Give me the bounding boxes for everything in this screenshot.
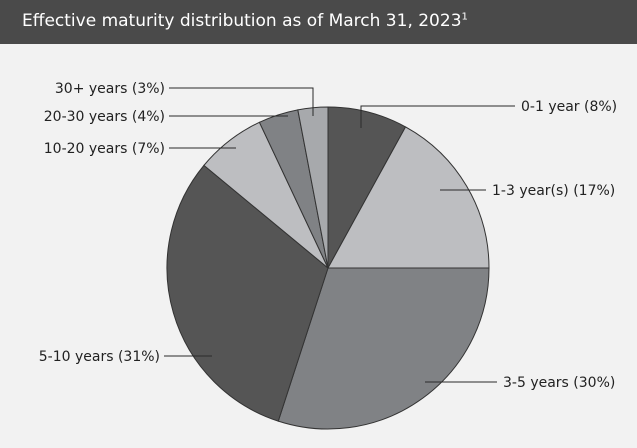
slice-label: 5-10 years (31%) [39, 349, 160, 365]
slice-label: 0-1 year (8%) [521, 99, 617, 115]
slice-label: 30+ years (3%) [55, 81, 165, 97]
slice-label: 1-3 year(s) (17%) [492, 183, 615, 199]
slice-label: 20-30 years (4%) [44, 109, 165, 125]
leader-line [360, 105, 515, 128]
leader-line [169, 87, 314, 116]
pie-slice-3-5-years [277, 267, 490, 430]
chart-title-bar: Effective maturity distribution as of Ma… [0, 0, 637, 44]
pie-slice-5-10-years [166, 164, 329, 422]
pie-slice-1-3-year-s [327, 126, 490, 269]
slice-label: 3-5 years (30%) [503, 375, 615, 391]
slice-label: 10-20 years (7%) [44, 141, 165, 157]
chart-title: Effective maturity distribution as of Ma… [22, 11, 462, 31]
title-footnote-marker: 1 [461, 11, 468, 23]
